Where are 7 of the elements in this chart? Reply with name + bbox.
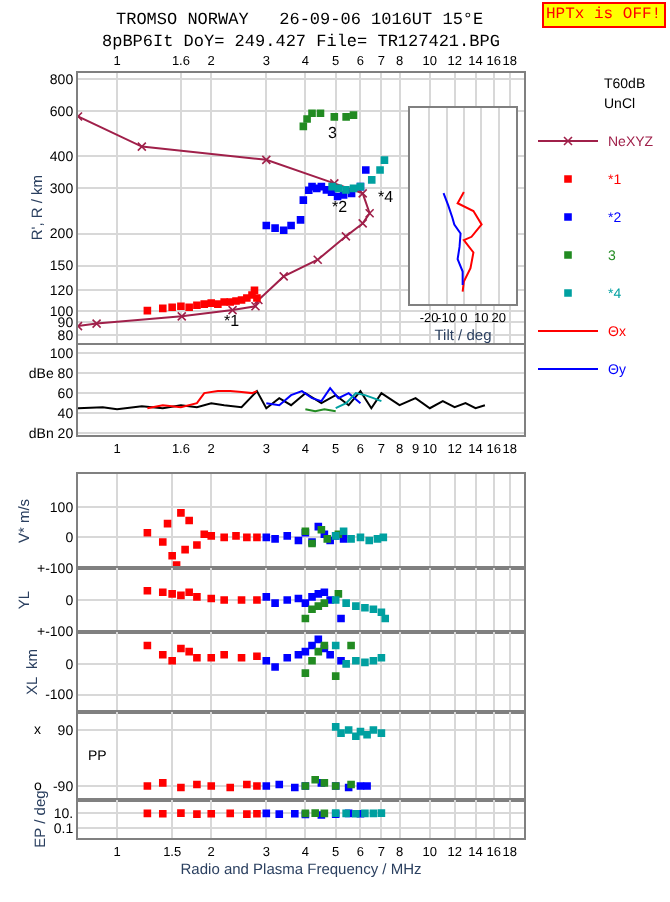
annotation: *1 (224, 312, 241, 330)
annotation: *2 (332, 198, 349, 216)
text: HPTx is OFF! (546, 6, 662, 24)
chart-title: TROMSO NORWAY 26-09-06 1016UT 15°E (116, 10, 484, 30)
series-label: 3 (328, 124, 338, 142)
annotation: *4 (378, 188, 395, 206)
chart-subtitle: 8pBP6It DoY= 249.427 File= TR127421.BPG (102, 32, 500, 52)
